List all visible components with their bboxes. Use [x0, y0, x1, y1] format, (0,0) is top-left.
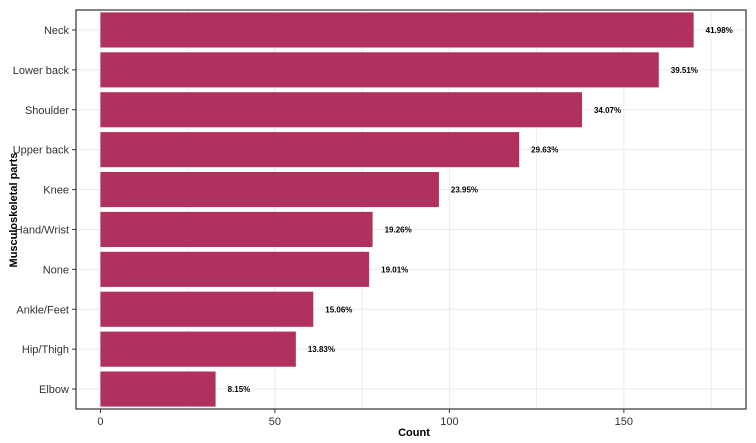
bar-upper-back — [100, 132, 520, 168]
bar-ankle-feet — [100, 291, 314, 327]
y-tick-label: Knee — [43, 185, 69, 197]
bar-shoulder — [100, 92, 582, 128]
bar-none — [100, 251, 370, 287]
bar-lower-back — [100, 52, 659, 88]
y-tick-label: None — [43, 264, 69, 276]
data-label: 8.15% — [228, 385, 251, 394]
bar-neck — [100, 12, 694, 48]
data-label: 19.26% — [385, 225, 412, 234]
bar-elbow — [100, 371, 216, 407]
y-axis-title: Musculoskeletal parts — [8, 153, 20, 268]
y-tick-label: Hand/Wrist — [15, 224, 69, 236]
y-tick-label: Elbow — [39, 384, 69, 396]
y-tick-label: Ankle/Feet — [16, 304, 69, 316]
bar-hip-thigh — [100, 331, 296, 367]
data-label: 29.63% — [531, 146, 558, 155]
y-tick-label: Shoulder — [25, 105, 69, 117]
data-label: 15.06% — [325, 305, 352, 314]
bar-knee — [100, 171, 439, 208]
x-axis-title: Count — [398, 427, 430, 439]
x-tick-label: 100 — [440, 416, 458, 428]
data-label: 34.07% — [594, 106, 621, 115]
y-tick-label: Upper back — [13, 145, 70, 157]
data-label: 41.98% — [706, 26, 733, 35]
panel-border — [75, 9, 747, 410]
y-tick-label: Neck — [44, 25, 70, 37]
bars — [100, 12, 694, 407]
data-labels: 41.98% 39.51% 34.07% 29.63% 23.95% 19.26% 19.0… — [228, 26, 733, 394]
y-tick-label: Lower back — [13, 65, 70, 77]
data-label: 19.01% — [381, 265, 408, 274]
data-label: 39.51% — [671, 66, 698, 75]
x-axis: 0 50 100 150 — [97, 409, 633, 428]
x-tick-label: 150 — [615, 416, 633, 428]
y-axis: Neck Lower back Shoulder Upper back Knee Hand… — [13, 25, 76, 396]
bar-hand-wrist — [100, 211, 373, 248]
x-tick-label: 0 — [97, 416, 103, 428]
x-tick-label: 50 — [269, 416, 281, 428]
y-tick-label: Hip/Thigh — [22, 344, 69, 356]
data-label: 23.95% — [451, 186, 478, 195]
data-label: 13.83% — [308, 345, 335, 354]
